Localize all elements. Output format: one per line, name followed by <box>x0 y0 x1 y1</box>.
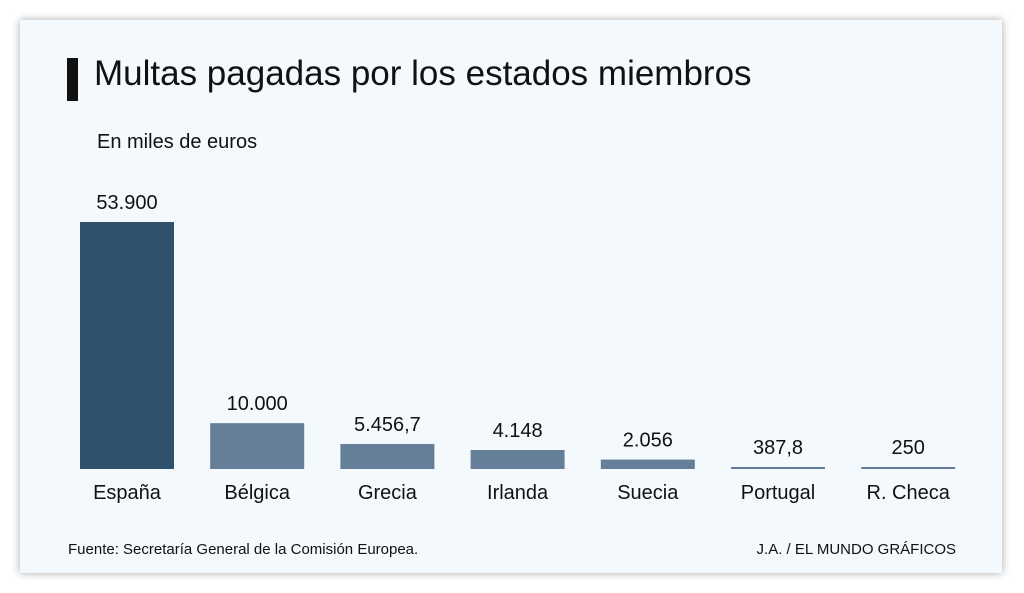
bar-espa-a <box>80 222 174 469</box>
title-accent-bar <box>67 58 78 101</box>
bar-r-checa <box>861 467 956 469</box>
bar-chart: 53.900 España 10.000 Bélgica 5.456,7 Grecia 4.… <box>80 192 956 504</box>
value-label: 2.056 <box>623 430 673 452</box>
value-label: 4.148 <box>493 420 543 442</box>
bar-grecia <box>340 443 435 469</box>
category-label: Irlanda <box>487 482 549 504</box>
category-label: Bélgica <box>224 482 290 504</box>
category-label: Suecia <box>617 482 679 504</box>
value-label: 53.900 <box>96 192 157 214</box>
value-label: 387,8 <box>753 437 803 459</box>
category-label: R. Checa <box>867 482 951 504</box>
credit-note: J.A. / EL MUNDO GRÁFICOS <box>756 541 956 558</box>
bar-b-lgica <box>210 423 305 469</box>
chart-title: Multas pagadas por los estados miembros <box>94 54 752 93</box>
bar-irlanda <box>470 449 565 469</box>
category-label: Portugal <box>741 482 816 504</box>
chart-frame: Multas pagadas por los estados miembros … <box>20 20 1002 573</box>
bar-suecia <box>600 459 695 469</box>
value-label: 5.456,7 <box>354 414 421 436</box>
category-label: España <box>93 482 162 504</box>
bar-portugal <box>731 467 825 469</box>
value-label: 250 <box>892 437 925 459</box>
source-note: Fuente: Secretaría General de la Comisió… <box>68 541 419 558</box>
value-label: 10.000 <box>227 393 288 415</box>
chart-subtitle: En miles de euros <box>97 131 258 153</box>
category-label: Grecia <box>358 482 418 504</box>
